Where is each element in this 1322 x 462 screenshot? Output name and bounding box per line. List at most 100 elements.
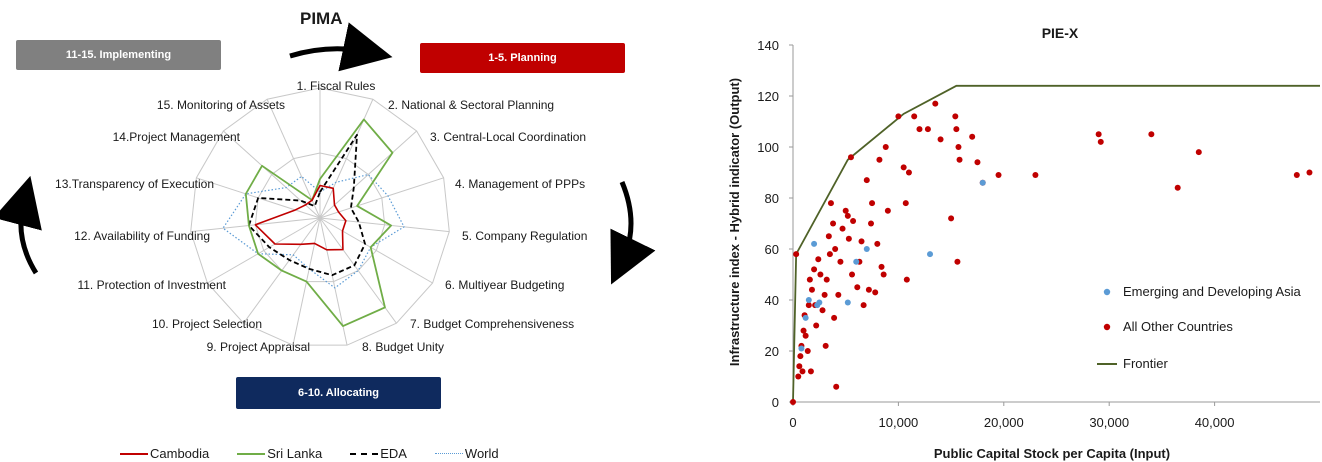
data-point-other-country [874, 240, 881, 247]
data-point-other-country [805, 302, 812, 309]
cycle-arrow-right [610, 181, 656, 285]
data-point-other-country [1032, 172, 1039, 179]
data-point-other-country [799, 368, 806, 375]
data-point-other-country [802, 332, 809, 339]
data-point-other-country [905, 169, 912, 176]
data-point-developing-asia [853, 258, 860, 265]
data-point-other-country [882, 144, 889, 150]
x-axis-title: Public Capital Stock per Capita (Input) [934, 446, 1170, 461]
data-point-other-country [884, 207, 891, 214]
pie-x-scatter-chart: 0 20 40 60 80 100 120 140 0 10,000 20,000 30,000 40,… [727, 25, 1320, 461]
data-point-other-country [837, 258, 844, 265]
data-point-other-country [793, 251, 800, 258]
radar-spoke [319, 217, 450, 233]
data-point-developing-asia [811, 240, 818, 247]
data-point-other-country [1174, 184, 1181, 191]
legend-item-world: World [434, 446, 499, 461]
data-point-other-country [844, 212, 851, 219]
data-point-other-country [867, 220, 874, 227]
y-axis-title: Infrastructure index - Hybrid indicator … [727, 78, 742, 366]
data-point-other-country [842, 207, 849, 214]
legend-label-cambodia: Cambodia [150, 446, 210, 461]
data-point-other-country [804, 348, 811, 354]
legend-item-cambodia: Cambodia [120, 446, 209, 461]
radar-axis-label-2: 2. National & Sectoral Planning [388, 98, 554, 112]
radar-axis-label-8: 8. Budget Unity [362, 340, 444, 354]
radar-axis-label-11: 11. Protection of Investment [77, 278, 226, 292]
data-point-other-country [849, 271, 856, 278]
data-point-other-country [911, 113, 918, 120]
data-point-other-country [863, 177, 870, 184]
data-point-other-country [831, 314, 838, 321]
radar-spoke [207, 217, 321, 284]
data-point-other-country [821, 291, 828, 298]
data-point-other-country [937, 136, 944, 143]
legend-label-sri-lanka: Sri Lanka [267, 446, 323, 461]
data-point-developing-asia [844, 299, 851, 306]
data-point-developing-asia [979, 179, 986, 186]
legend-swatch-sri-lanka [237, 452, 266, 455]
data-point-other-country [795, 373, 802, 380]
data-point-developing-asia [805, 297, 812, 303]
data-point-other-country [819, 307, 826, 314]
data-point-other-country [974, 159, 981, 166]
data-point-developing-asia [802, 314, 809, 321]
radar-axis-label-10: 10. Project Selection [152, 317, 262, 331]
data-point-other-country [869, 200, 876, 207]
phase-implementing-box: 11-15. Implementing [16, 40, 221, 70]
data-point-other-country [872, 289, 879, 296]
y-tick-label: 60 [765, 242, 779, 257]
radar-spoke [319, 177, 444, 219]
radar-axis-label-3: 3. Central-Local Coordination [430, 130, 586, 144]
legend-swatch-cambodia [120, 452, 148, 455]
data-point-other-country [811, 266, 818, 273]
data-point-other-country [952, 113, 959, 120]
radar-axis-label-7: 7. Budget Comprehensiveness [410, 317, 574, 331]
y-tick-label: 0 [772, 395, 779, 410]
data-point-developing-asia [814, 302, 821, 309]
data-point-other-country [800, 327, 807, 334]
legend-item-sri-lanka: Sri Lanka [237, 446, 322, 461]
data-point-other-country [865, 286, 872, 293]
scatter-title: PIE-X [1042, 25, 1079, 41]
radar-axis-label-12: 12. Availability of Funding [74, 229, 210, 243]
cycle-arrow-top [289, 22, 393, 72]
data-point-developing-asia [863, 246, 870, 252]
data-point-other-country [916, 126, 923, 133]
radar-spoke [319, 99, 374, 219]
data-point-other-country [790, 399, 796, 405]
data-point-developing-asia [927, 251, 934, 258]
data-point-other-country [878, 263, 885, 270]
radar-grid-ring [190, 87, 450, 346]
phase-allocating-box: 6-10. Allocating [236, 377, 441, 409]
x-tick-label: 0 [789, 415, 796, 430]
data-point-other-country [902, 200, 909, 207]
radar-spoke [319, 130, 417, 219]
cycle-arrow-left [0, 175, 42, 275]
data-point-other-country [953, 126, 960, 133]
legend-label-world: World [464, 446, 499, 461]
data-point-other-country [860, 302, 867, 309]
radar-axis-label-13: 13.Transparency of Execution [55, 177, 214, 191]
pima-radar-chart: 1. Fiscal Rules 2. National & Sectoral Pl… [55, 79, 587, 354]
data-point-other-country [1148, 131, 1155, 138]
data-point-other-country [1195, 149, 1202, 156]
data-point-other-country [1095, 131, 1102, 138]
radar-legend: Cambodia Sri Lanka EDA World [120, 446, 527, 461]
x-tick-label: 30,000 [1089, 415, 1129, 430]
data-point-other-country [876, 156, 883, 163]
legend-marker-developing-asia [1103, 288, 1111, 296]
data-point-other-country [823, 276, 830, 283]
data-point-other-country [833, 383, 840, 390]
data-point-other-country [830, 220, 837, 227]
data-point-other-country [895, 113, 902, 120]
data-point-other-country [854, 284, 861, 291]
data-point-other-country [796, 363, 803, 370]
data-point-other-country [815, 256, 822, 263]
radar-grid-ring [254, 152, 386, 283]
data-point-other-country [813, 322, 820, 329]
data-point-other-country [969, 133, 976, 140]
data-point-other-country [1306, 169, 1313, 176]
legend-swatch-world [434, 453, 463, 454]
